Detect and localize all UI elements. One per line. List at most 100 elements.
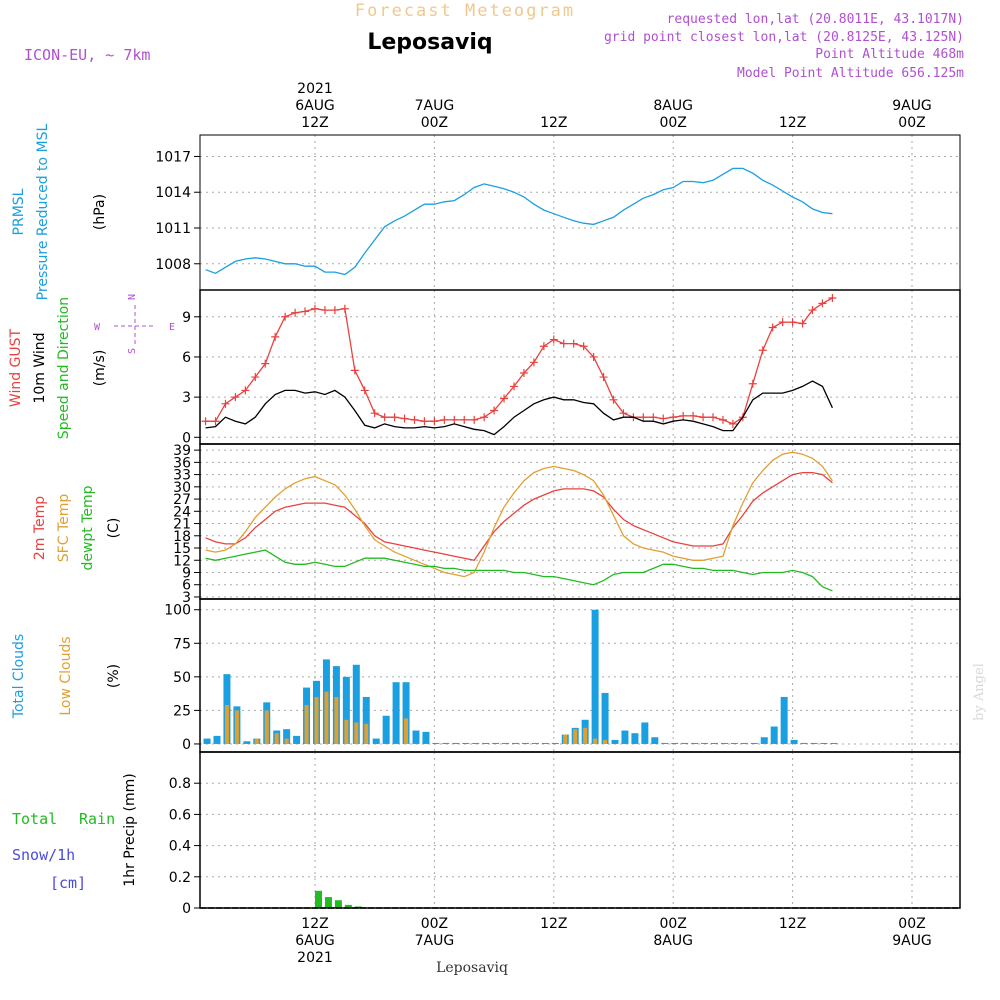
bar — [711, 742, 718, 744]
bar — [422, 731, 430, 744]
precip-unit: 1hr Precip (mm) — [122, 773, 138, 886]
y-tick-label: 0.6 — [169, 807, 191, 823]
time-label: 2021 — [297, 81, 333, 97]
bar — [352, 664, 360, 744]
temp-labels: 2m Temp SFC Temp dewpt Temp (C) — [32, 485, 122, 570]
bar — [283, 729, 291, 744]
bar — [820, 742, 828, 744]
gust-marker — [818, 299, 827, 308]
product-title: Forecast Meteogram — [355, 1, 575, 21]
wind-label-10m: 10m Wind — [32, 332, 48, 403]
gust-marker — [519, 369, 528, 378]
bar — [583, 727, 588, 744]
gust-marker — [510, 382, 518, 391]
bar — [372, 738, 380, 744]
gust-marker — [480, 413, 489, 422]
gust-marker — [221, 399, 230, 408]
gust-marker — [649, 413, 658, 422]
gust-marker — [659, 414, 668, 423]
bar — [203, 738, 211, 744]
gust-marker — [728, 419, 737, 428]
gust-marker — [231, 393, 240, 402]
bar — [452, 742, 460, 744]
y-tick-label: 24 — [173, 504, 191, 520]
y-tick-label: 39 — [173, 443, 191, 459]
bar — [661, 742, 669, 744]
series-sfc-temp — [205, 451, 833, 578]
series-wind-gust — [205, 297, 833, 425]
bar — [593, 738, 598, 744]
gust-marker — [669, 413, 678, 422]
bar — [641, 722, 649, 744]
bar — [810, 742, 818, 744]
wind-label-gust: Wind GUST — [8, 328, 24, 407]
gust-marker — [320, 306, 329, 315]
bar — [691, 742, 699, 744]
bar — [254, 738, 259, 744]
y-tick-label: 0.2 — [169, 870, 191, 886]
gust-marker — [291, 308, 300, 317]
gust-marker — [440, 415, 449, 424]
gust-marker — [500, 394, 509, 403]
gust-marker — [241, 386, 250, 395]
time-label: 00Z — [659, 115, 686, 131]
bar — [243, 741, 251, 744]
panel-1: 0 3 6 9 — [182, 289, 961, 446]
bar — [681, 742, 689, 744]
bar — [780, 696, 788, 744]
bar — [551, 742, 559, 744]
time-label: 6AUG — [295, 98, 335, 114]
y-tick-label: 1011 — [155, 221, 191, 237]
wind-unit: (m/s) — [92, 350, 108, 387]
bar — [402, 682, 410, 744]
precip-labels: Total Rain Snow/1h [cm] 1hr Precip (mm) — [12, 773, 138, 892]
gust-marker — [828, 294, 837, 303]
compass-east: E — [169, 322, 175, 333]
time-label: 7AUG — [415, 933, 455, 949]
y-tick-label: 0.4 — [169, 839, 191, 855]
bar — [364, 723, 369, 744]
y-tick-label: 3 — [182, 390, 191, 406]
gust-marker — [281, 312, 290, 321]
cloud-labels: Total Clouds Low Clouds (%) — [11, 634, 122, 719]
y-tick-label: 9 — [182, 310, 191, 326]
y-tick-label: 9 — [182, 565, 191, 581]
precip-label-cm: [cm] — [50, 874, 86, 892]
bar — [541, 742, 549, 744]
time-label: 12Z — [301, 916, 328, 932]
time-label: 8AUG — [653, 933, 693, 949]
gust-marker — [311, 304, 319, 313]
y-tick-label: 50 — [173, 670, 191, 686]
bar — [324, 897, 332, 908]
bar — [432, 742, 440, 744]
bar — [563, 734, 568, 744]
series-2m-temp — [205, 471, 833, 562]
time-label: 12Z — [779, 916, 806, 932]
time-label: 12Z — [779, 115, 806, 131]
gust-marker — [271, 332, 280, 341]
gust-marker — [639, 413, 648, 422]
gust-marker — [758, 346, 767, 355]
bar — [342, 676, 350, 744]
y-tick-label: 0.8 — [169, 776, 191, 792]
gust-marker — [450, 415, 459, 424]
gust-marker — [420, 417, 429, 426]
bar — [482, 742, 490, 744]
y-tick-label: 1008 — [155, 257, 191, 273]
panel-frame — [199, 289, 961, 445]
y-tick-label: 0 — [182, 901, 191, 917]
bar — [234, 710, 239, 744]
bar — [760, 737, 768, 744]
bar — [573, 729, 578, 744]
temp-label-2m: 2m Temp — [32, 496, 48, 560]
temp-label-sfc: SFC Temp — [56, 494, 72, 563]
bar — [621, 730, 629, 744]
bar — [264, 710, 269, 744]
gust-marker — [798, 319, 807, 328]
time-label: 9AUG — [892, 98, 932, 114]
gust-marker — [589, 352, 598, 361]
bar — [512, 742, 519, 744]
gust-marker — [788, 318, 797, 327]
